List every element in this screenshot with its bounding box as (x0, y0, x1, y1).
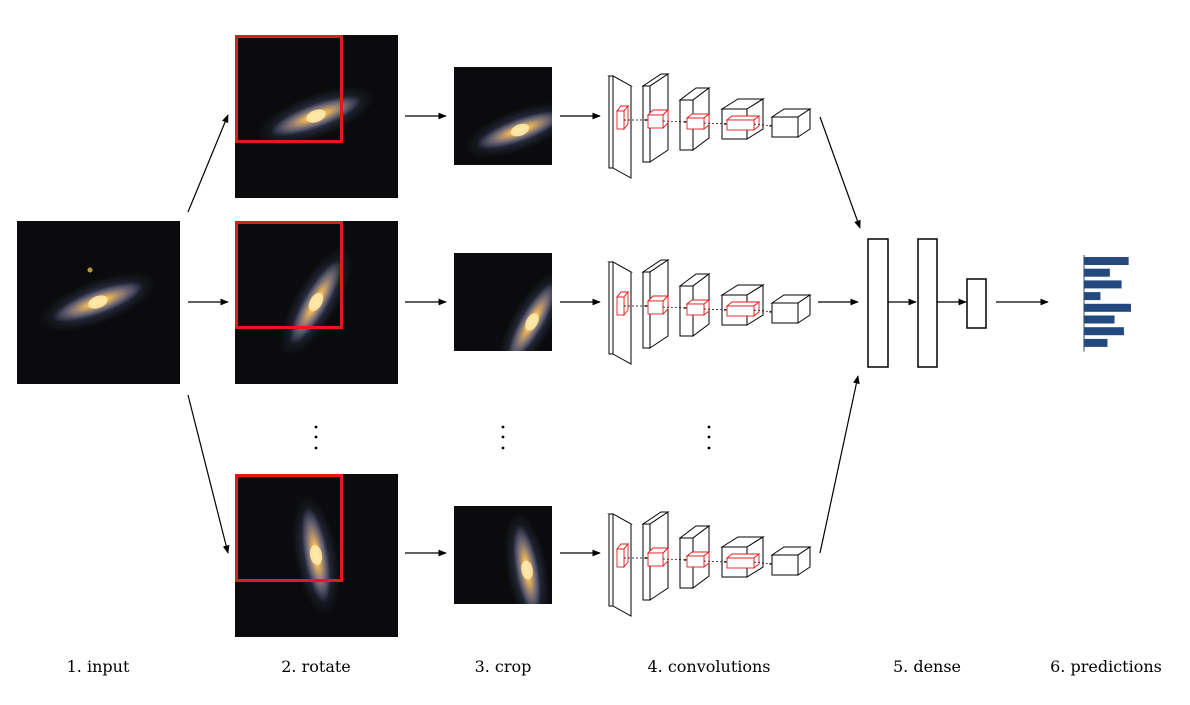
arrow-conv-3-to-dense (819, 375, 860, 554)
rotated-image-1-galaxy (257, 86, 375, 146)
conv-layer-5 (770, 546, 812, 576)
conv-projection-4 (753, 123, 773, 127)
rotated-image-3-galaxy (291, 493, 341, 617)
prediction-bar-4 (1084, 292, 1101, 301)
prediction-bar-1 (1084, 257, 1129, 265)
stage-label-crop: 3. crop (475, 657, 532, 676)
vertical-ellipsis-3-icon (707, 425, 711, 450)
stage-label-predictions: 6. predictions (1050, 657, 1162, 676)
prediction-bar-3 (1084, 280, 1122, 289)
prediction-bar-2 (1084, 268, 1110, 277)
input-image-galaxy (39, 272, 157, 332)
input-star (87, 267, 93, 273)
crop-box-3 (235, 474, 343, 582)
conv-stack-2 (607, 259, 812, 365)
conv-layer-5 (770, 294, 812, 324)
cropped-image-3 (454, 506, 552, 604)
conv-kernel-2 (646, 108, 670, 130)
crop-box-2 (235, 221, 343, 329)
input-image (17, 221, 180, 384)
prediction-bar-7 (1084, 327, 1124, 336)
conv-stack-1 (607, 73, 812, 179)
conv-stack-3 (607, 511, 812, 617)
stage-label-input: 1. input (67, 657, 130, 676)
prediction-bar-5 (1084, 303, 1131, 312)
cropped-image-3-galaxy (504, 511, 550, 604)
conv-projection-4 (753, 309, 773, 313)
conv-projection-2 (662, 120, 688, 124)
stage-label-rotate: 2. rotate (281, 657, 351, 676)
conv-layer-3 (678, 525, 711, 589)
conv-kernel-3 (685, 113, 711, 130)
conv-projection-4 (753, 561, 773, 565)
rotated-image-3 (235, 474, 398, 637)
stage-label-dense: 5. dense (893, 657, 961, 676)
prediction-bar-8 (1084, 338, 1108, 347)
vertical-ellipsis-1-icon (314, 425, 318, 450)
conv-layer-3 (678, 273, 711, 337)
arrow-conv-1-to-dense (819, 116, 861, 229)
conv-kernel-3 (685, 551, 711, 568)
conv-kernel-3 (685, 299, 711, 316)
conv-kernel-4 (725, 115, 761, 131)
dense-layer-1 (867, 238, 889, 368)
conv-kernel-4 (725, 301, 761, 317)
stage-label-convolutions: 4. convolutions (647, 657, 770, 676)
conv-kernel-2 (646, 546, 670, 568)
crop-box-1 (235, 35, 343, 143)
dense-layer-3 (966, 278, 987, 329)
dense-layer-2 (917, 238, 938, 368)
conv-kernel-4 (725, 553, 761, 569)
cropped-image-2 (454, 253, 552, 351)
arrow-input-to-rotate-1 (187, 114, 229, 213)
arrow-input-to-rotate-3 (187, 394, 230, 554)
conv-kernel-1 (616, 290, 629, 317)
conv-kernel-1 (616, 104, 629, 131)
rotated-image-1 (235, 35, 398, 198)
conv-kernel-2 (646, 294, 670, 316)
prediction-bar-6 (1084, 315, 1115, 324)
vertical-ellipsis-2-icon (501, 425, 505, 450)
rotated-image-2 (235, 221, 398, 384)
rotated-image-2-galaxy (279, 247, 353, 357)
cropped-image-1-galaxy (464, 101, 552, 159)
cropped-image-2-galaxy (497, 269, 552, 351)
conv-projection-2 (662, 306, 688, 310)
cropped-image-1 (454, 67, 552, 165)
conv-layer-5 (770, 108, 812, 138)
conv-kernel-1 (616, 542, 629, 569)
conv-projection-2 (662, 558, 688, 562)
